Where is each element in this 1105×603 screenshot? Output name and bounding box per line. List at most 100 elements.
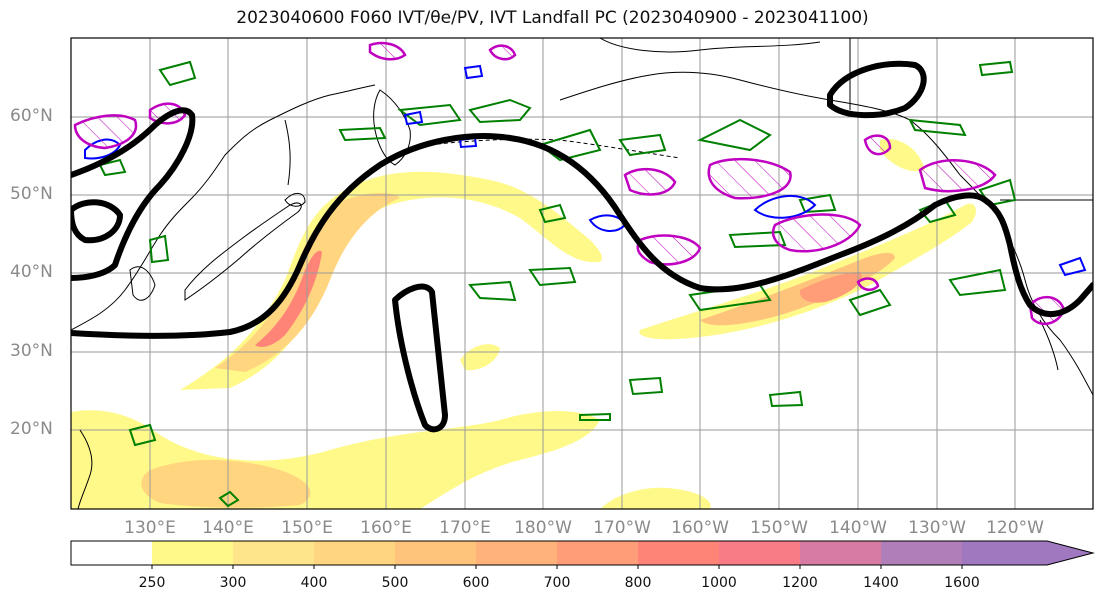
hatched-contour: [863, 134, 892, 156]
lon-label: 160°W: [671, 518, 729, 538]
theta-e-contour: [696, 118, 772, 152]
colorbar-tick-label: 600: [462, 575, 490, 591]
pv-contour: [463, 64, 484, 80]
coast-hokkaido: [284, 193, 306, 207]
ivt-small-patch: [460, 344, 500, 371]
ivt-jet-east-core: [700, 252, 895, 326]
pv-contour: [1058, 256, 1087, 277]
lon-label: 130°E: [124, 518, 176, 538]
theta-e-contour: [468, 280, 517, 302]
ivt-jet-east-max: [799, 272, 862, 303]
ivt-jet-west-max: [255, 250, 322, 347]
hatched-contour: [73, 114, 138, 150]
colorbar-segment: [476, 541, 557, 565]
hatched-contour: [488, 44, 517, 61]
coast-kamchatka: [373, 89, 411, 166]
pc-contour-north-loop: [827, 60, 927, 119]
theta-e-contour: [848, 288, 892, 317]
hatched-contour: [856, 277, 880, 291]
lat-label: 20°N: [10, 419, 53, 439]
colorbar-tick-label: 500: [381, 575, 409, 591]
lat-label: 60°N: [10, 106, 53, 126]
colorbar-tick-label: 400: [300, 575, 328, 591]
colorbar-tick-label: 700: [543, 575, 571, 591]
pv-contour: [403, 110, 424, 126]
lon-label: 150°W: [750, 518, 808, 538]
ivt-subtropical-core: [141, 459, 311, 508]
hatched-contour: [918, 159, 997, 193]
theta-e-contour: [528, 266, 577, 287]
colorbar-segment: [557, 541, 638, 565]
colorbar-tick-label: 1400: [863, 575, 899, 591]
pv-contour: [753, 194, 817, 219]
lon-label: 170°E: [439, 518, 491, 538]
colorbar: [70, 540, 1095, 569]
colorbar-tick-label: 800: [624, 575, 652, 591]
theta-e-contour: [338, 126, 387, 142]
colorbar-tick-label: 1000: [701, 575, 737, 591]
coast-philippines: [77, 429, 93, 509]
colorbar-tick-label: 300: [219, 575, 247, 591]
ivt-alaska-patch: [880, 139, 925, 172]
hatched-contour: [623, 167, 677, 196]
theta-e-contour: [618, 133, 667, 157]
lon-label: 160°E: [360, 518, 412, 538]
coast-asia: [71, 84, 376, 331]
theta-e-contour: [798, 193, 837, 214]
theta-e-contour: [148, 234, 170, 264]
pc-contour-west-loop: [71, 199, 123, 244]
colorbar-segment: [395, 541, 476, 565]
theta-e-contour: [628, 376, 664, 396]
theta-e-contour: [538, 203, 567, 224]
map-title: 2023040600 F060 IVT/θe/PV, IVT Landfall …: [236, 8, 869, 28]
colorbar-segment: [314, 541, 395, 565]
colorbar-segment: [638, 541, 719, 565]
coast-korea: [129, 266, 156, 301]
theta-e-contour: [397, 103, 462, 127]
lon-label: 140°E: [202, 518, 254, 538]
theta-e-contour: [768, 390, 804, 408]
colorbar-tick-label: 1200: [782, 575, 818, 591]
lon-label: 150°E: [281, 518, 333, 538]
colorbar-extend-arrow: [962, 541, 1093, 565]
ivt-shading: [71, 139, 976, 509]
hatched-contour: [771, 213, 862, 253]
lon-label: 180°W: [514, 518, 572, 538]
coast-arctic: [599, 38, 821, 53]
theta-e-contour: [579, 412, 611, 421]
pc-contour-main: [71, 133, 1093, 339]
pc-contour-central-loop: [392, 283, 448, 433]
colorbar-segment: [719, 541, 800, 565]
colorbar-tick-label: 1600: [944, 575, 980, 591]
theta-e-contour: [908, 118, 967, 137]
colorbar-segment: [233, 541, 314, 565]
hatched-contour: [707, 157, 792, 200]
ivt-landfall-pc-contours: [71, 60, 1093, 433]
colorbar-segment: [881, 541, 962, 565]
theta-e-contour: [218, 490, 240, 508]
lat-label: 40°N: [10, 262, 53, 282]
theta-e-contour: [537, 128, 602, 162]
colorbar-segment: [152, 541, 233, 565]
lon-label: 170°W: [593, 518, 651, 538]
colorbar-segment: [71, 541, 152, 565]
coast-sakhalin: [284, 119, 291, 186]
theta-e-contour: [98, 158, 127, 177]
lat-label: 50°N: [10, 184, 53, 204]
colorbar-tick-label: 250: [138, 575, 166, 591]
theta-e-contour: [128, 423, 157, 447]
theta-e-contour: [158, 60, 197, 87]
lon-label: 120°W: [986, 518, 1044, 538]
theta-e-contour: [948, 268, 1007, 297]
theta-e-contour: [978, 60, 1014, 77]
pc-contour-west-arc: [71, 107, 196, 281]
lon-label: 130°W: [908, 518, 966, 538]
hatched-contour: [368, 41, 407, 61]
lon-label: 140°W: [829, 518, 887, 538]
ivt-jet-east: [639, 203, 976, 340]
ivt-east-islands: [600, 487, 711, 509]
theta-e-contour: [468, 98, 532, 124]
colorbar-segment: [800, 541, 881, 565]
lat-label: 30°N: [10, 341, 53, 361]
